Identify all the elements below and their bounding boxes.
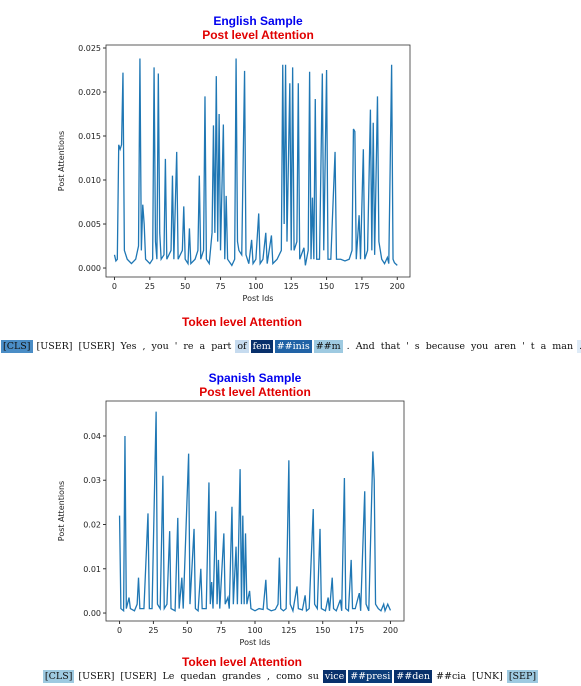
token: ##inis bbox=[274, 340, 312, 353]
x-tick-label: 0 bbox=[112, 282, 117, 291]
token: re bbox=[183, 341, 194, 352]
x-tick-label: 50 bbox=[180, 282, 190, 291]
token: ' bbox=[522, 341, 525, 352]
token: Le bbox=[162, 671, 175, 682]
token: grandes bbox=[222, 671, 262, 682]
token: that bbox=[380, 341, 401, 352]
x-tick-label: 125 bbox=[284, 282, 299, 291]
token: ' bbox=[174, 341, 178, 352]
token: And bbox=[355, 341, 375, 352]
token: ##cia bbox=[436, 671, 466, 682]
token: fem bbox=[250, 340, 273, 353]
token: ##presi bbox=[348, 670, 393, 683]
y-tick-label: 0.03 bbox=[83, 476, 101, 485]
x-tick-label: 75 bbox=[215, 282, 225, 291]
token: , bbox=[267, 671, 271, 682]
x-tick-label: 175 bbox=[354, 282, 369, 291]
x-tick-label: 0 bbox=[117, 626, 122, 635]
token-heading: Token level Attention bbox=[182, 315, 302, 329]
y-tick-label: 0.025 bbox=[78, 44, 101, 53]
y-tick-label: 0.020 bbox=[78, 88, 101, 97]
y-tick-label: 0.02 bbox=[83, 521, 101, 530]
y-tick-label: 0.00 bbox=[83, 609, 101, 618]
token: como bbox=[276, 671, 302, 682]
token: [USER] bbox=[120, 671, 157, 682]
token: you bbox=[151, 341, 169, 352]
x-tick-label: 25 bbox=[148, 626, 158, 635]
x-axis-label: Post Ids bbox=[243, 294, 274, 303]
line bbox=[113, 58, 398, 267]
y-tick-label: 0.015 bbox=[78, 132, 101, 141]
token: a bbox=[540, 341, 547, 352]
x-tick-label: 50 bbox=[182, 626, 192, 635]
token: s bbox=[414, 341, 420, 352]
line bbox=[118, 411, 392, 614]
token: . bbox=[577, 340, 581, 353]
token: , bbox=[142, 341, 146, 352]
chart-title: English Sample bbox=[213, 14, 303, 28]
token: [UNK] bbox=[472, 671, 503, 682]
y-axis-label: Post Attentions bbox=[57, 131, 66, 191]
token: [CLS] bbox=[1, 340, 33, 353]
token: [USER] bbox=[78, 671, 115, 682]
chart-subtitle: Post level Attention bbox=[202, 28, 314, 42]
token: t bbox=[530, 341, 535, 352]
y-tick-label: 0.010 bbox=[78, 176, 101, 185]
y-tick-label: 0.005 bbox=[78, 220, 101, 229]
token: because bbox=[425, 341, 465, 352]
plot-frame bbox=[105, 400, 405, 622]
token: aren bbox=[494, 341, 517, 352]
token: man bbox=[552, 341, 574, 352]
token: you bbox=[471, 341, 489, 352]
x-tick-label: 150 bbox=[315, 626, 330, 635]
token: a bbox=[199, 341, 206, 352]
x-tick-label: 200 bbox=[390, 282, 405, 291]
x-tick-label: 175 bbox=[349, 626, 364, 635]
token: [USER] bbox=[78, 341, 115, 352]
y-tick-label: 0.000 bbox=[78, 264, 101, 273]
token: ##den bbox=[394, 670, 433, 683]
token-row: [CLS] [USER] [USER] Le quedan grandes, como su v… bbox=[0, 670, 581, 683]
y-tick-label: 0.04 bbox=[83, 432, 101, 441]
x-tick-label: 125 bbox=[281, 626, 296, 635]
token: [CLS] bbox=[42, 670, 75, 683]
token: vice bbox=[322, 670, 347, 683]
token: su bbox=[307, 671, 319, 682]
token: ' bbox=[406, 341, 409, 352]
token: [USER] bbox=[36, 341, 73, 352]
token-row: [CLS] [USER] [USER] Yes, you ' re a part of fem ##i… bbox=[0, 340, 581, 353]
token: Yes bbox=[120, 341, 137, 352]
token: . bbox=[346, 341, 350, 352]
chart-subtitle: Post level Attention bbox=[199, 385, 311, 399]
token: of bbox=[235, 340, 249, 353]
token: [SEP] bbox=[506, 670, 539, 683]
x-tick-label: 100 bbox=[247, 626, 262, 635]
token: part bbox=[211, 341, 232, 352]
token-heading: Token level Attention bbox=[182, 655, 302, 669]
plot-frame bbox=[105, 44, 411, 278]
y-tick-label: 0.01 bbox=[83, 565, 101, 574]
chart-title: Spanish Sample bbox=[209, 371, 302, 385]
x-tick-label: 75 bbox=[216, 626, 226, 635]
x-tick-label: 200 bbox=[383, 626, 398, 635]
x-tick-label: 100 bbox=[248, 282, 263, 291]
token: ##m bbox=[313, 340, 343, 353]
x-tick-label: 150 bbox=[319, 282, 334, 291]
y-axis-label: Post Attentions bbox=[57, 481, 66, 541]
token: quedan bbox=[180, 671, 217, 682]
x-tick-label: 25 bbox=[145, 282, 155, 291]
x-axis-label: Post Ids bbox=[240, 638, 271, 647]
